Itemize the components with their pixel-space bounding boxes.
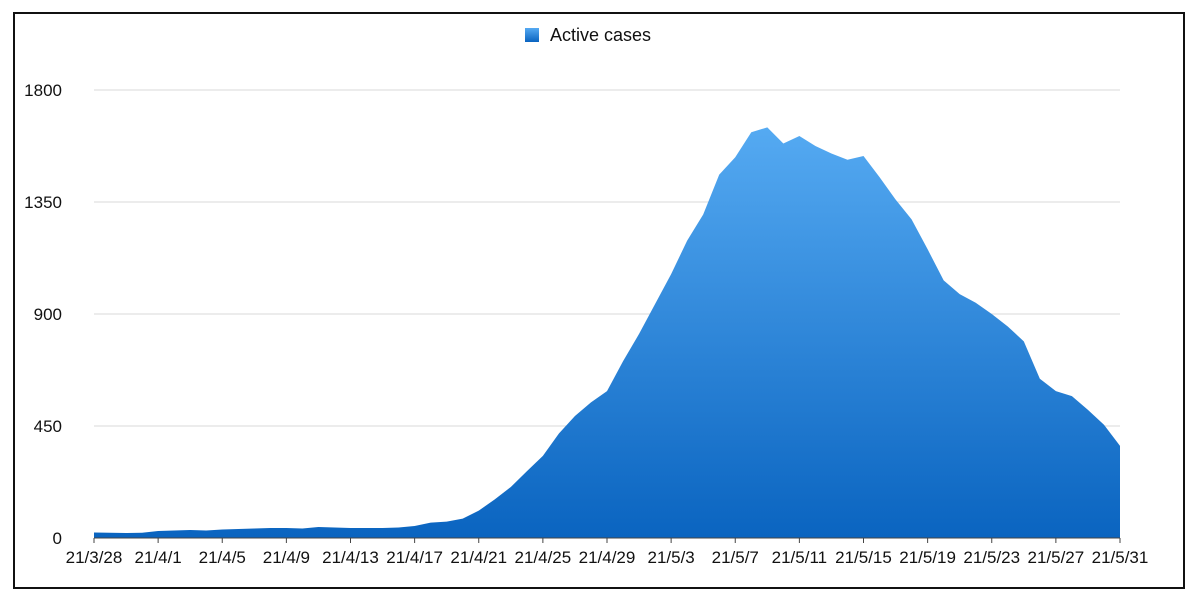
- legend: Active cases: [525, 25, 651, 45]
- x-tick-label: 21/4/29: [579, 548, 636, 567]
- x-tick-label: 21/5/11: [772, 548, 827, 567]
- x-axis-ticks: 21/3/28 21/4/1 21/4/5 21/4/9 21/4/13 21/4/17 2…: [66, 538, 1149, 567]
- x-tick-label: 21/4/9: [263, 548, 310, 567]
- x-tick-label: 21/4/25: [515, 548, 572, 567]
- x-tick-label: 21/5/27: [1028, 548, 1085, 567]
- x-tick-label: 21/5/19: [899, 548, 956, 567]
- x-tick-label: 21/5/15: [835, 548, 892, 567]
- x-tick-label: 21/4/13: [322, 548, 379, 567]
- x-tick-label: 21/5/31: [1092, 548, 1149, 567]
- x-tick-label: 21/3/28: [66, 548, 123, 567]
- x-tick-label: 21/5/3: [647, 548, 694, 567]
- x-tick-label: 21/5/23: [963, 548, 1020, 567]
- y-tick-label: 0: [53, 529, 62, 548]
- x-tick-label: 21/4/1: [134, 548, 181, 567]
- y-axis-ticks: 0 450 900 1350 1800: [24, 81, 62, 548]
- y-tick-label: 1800: [24, 81, 62, 100]
- legend-swatch: [525, 28, 539, 42]
- x-tick-label: 21/4/17: [386, 548, 443, 567]
- legend-label: Active cases: [550, 25, 651, 45]
- x-tick-label: 21/5/7: [712, 548, 759, 567]
- x-tick-label: 21/4/21: [450, 548, 507, 567]
- x-tick-label: 21/4/5: [199, 548, 246, 567]
- y-tick-label: 450: [34, 417, 62, 436]
- series-area: [94, 127, 1120, 538]
- y-tick-label: 900: [34, 305, 62, 324]
- series-area-active-cases: [94, 127, 1120, 538]
- y-tick-label: 1350: [24, 193, 62, 212]
